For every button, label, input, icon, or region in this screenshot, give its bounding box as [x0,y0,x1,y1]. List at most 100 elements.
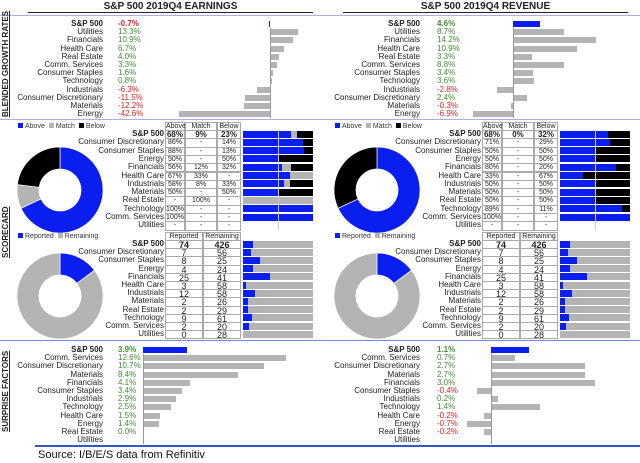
remaining-bar [564,306,630,314]
legend-swatch [335,233,340,238]
donut-slice [333,146,378,209]
remaining-bar [567,248,630,256]
stacked-bar-segment [616,163,630,171]
table-cell: 28 [520,330,558,340]
reported-bar [243,306,248,314]
scorecard-donut [16,146,104,234]
row-label: Real Estate [378,51,420,61]
legend-swatch [18,123,23,128]
reported-bar [243,273,270,281]
remaining-bar [249,322,313,330]
zero-axis [491,354,492,445]
row-label: Industrials [444,288,481,298]
row-value: 8.4% [118,369,137,379]
remaining-bar [566,322,630,330]
donut-slice [16,252,104,340]
bar-mark [143,404,172,411]
row-value: -0.7% [118,19,139,28]
stacked-bar-segment [560,205,623,213]
row-label: Energy [394,418,420,428]
row-label: Financials [444,271,481,281]
legend-swatch [395,123,401,128]
legend-swatch [335,123,340,128]
remaining-bar [576,256,630,264]
reported-donut [333,252,421,340]
row-value: 13.3% [118,27,141,37]
row-value: -0.2% [437,410,458,420]
row-value: 1.4% [437,402,456,412]
bar-mark [245,94,270,101]
row-label: Health Care [377,410,420,420]
table-cell: - [482,221,502,231]
stacked-bar-segment [278,155,313,163]
reported-bar [560,322,567,330]
row-value: 2.5% [118,402,137,412]
row-label: S&P 500 [388,19,420,28]
table-cell: 0 [482,330,520,340]
reported-bar [560,297,565,305]
bar-mark [477,388,491,394]
row-label: S&P 500 [449,129,481,138]
legend: Above Match Below [14,123,105,130]
stacked-bar-segment [282,163,291,171]
legend-label: Above [342,123,362,130]
row-label: Energy [77,418,103,428]
remaining-bar [252,314,313,322]
bar-mark [513,62,565,68]
stacked-bar-segment [243,138,304,146]
row-label: Consumer Staples [415,255,481,265]
row-label: Consumer Staples [37,386,103,395]
legend: Reported Remaining [331,233,415,240]
row-label: Comm. Services [44,60,103,69]
revenue-title-underline [343,12,628,13]
row-value: 2.7% [437,361,456,371]
row-value: 4.0% [118,51,137,61]
stacked-bar-segment [243,147,304,155]
bar-mark [143,355,286,362]
row-label: Utilities [394,27,420,37]
stacked-bar-segment [296,130,313,138]
stacked-bar-segment [243,180,284,188]
row-label: Consumer Staples [37,68,103,78]
divider-scorecard [0,340,640,341]
legend-label: Below [85,123,105,130]
row-value: 3.4% [118,386,137,395]
row-label: Materials [387,101,420,110]
row-label: Consumer Discretionary [395,137,481,147]
remaining-bar [253,240,313,248]
reported-bar [243,281,247,289]
row-label: Consumer Discretionary [78,137,164,147]
row-label: Real Estate [122,304,164,314]
row-label: Technology [123,203,164,213]
zero-axis [513,28,514,119]
row-value: 3.9% [118,345,137,354]
legend-swatch [78,123,84,128]
stacked-bar-segment [303,138,313,146]
bar-mark [513,94,528,101]
row-value: 1.1% [437,345,456,354]
reported-bar [560,306,565,314]
row-label: Health Care [121,170,164,180]
reported-donut [16,252,104,340]
legend: Above Match Below [331,123,422,130]
row-value: -2.8% [437,84,458,94]
remaining-bar [570,265,630,273]
row-label: Energy [138,153,164,163]
row-label: S&P 500 [71,345,103,354]
earnings-title: S&P 500 2019Q4 EARNINGS [103,1,238,12]
bar-mark [491,363,585,370]
bar-mark [270,37,294,44]
bar-mark [143,371,239,378]
reported-bar [243,297,248,305]
remaining-bar [565,297,630,305]
row-label: Health Care [60,43,103,53]
bar-mark [513,21,540,27]
row-label: Real Estate [378,427,420,436]
legend-label: Reported [342,233,371,240]
row-label: Utilities [455,329,481,339]
row-value: -0.7% [437,418,458,428]
row-label: Financials [383,377,420,387]
row-value: -6.9% [437,109,458,119]
bar-mark [491,379,596,386]
row-value: -6.3% [118,84,139,94]
